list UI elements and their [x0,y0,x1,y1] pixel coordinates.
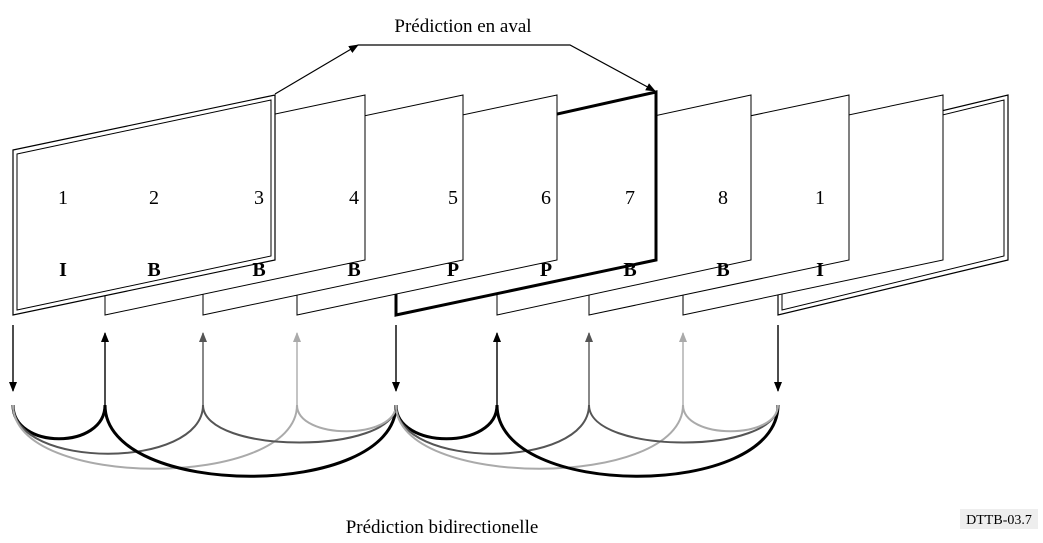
frame-5-number: 5 [448,187,458,209]
frame-6-type: P [540,259,552,281]
forward-arrow-from-i-frame [274,44,359,95]
curve-1-to-4 [12,404,298,470]
frame-3-type: B [252,259,265,281]
figure-ref-label: DTTB-03.7 [966,513,1032,528]
forward-prediction-arrows [274,44,656,95]
forward-arrow-to-p-frame [358,44,656,92]
frame-2-type: B [147,259,160,281]
frame-7-type: B [623,259,636,281]
vertical-arrows [9,325,782,405]
frame-9-type: I [816,259,824,281]
frame-7-number: 7 [625,187,635,209]
frame-1-type: I [59,259,67,281]
frame-3-number: 3 [254,187,264,209]
frame-1-number: 1 [58,187,68,209]
curve-5-to-3 [202,404,397,444]
frame-4-number: 4 [349,187,359,209]
bidirectional-prediction-curves [11,404,780,478]
frame-8-type: B [716,259,729,281]
curve-5-to-8 [395,404,684,470]
frame-stack [12,90,1009,317]
curve-9-to-6 [495,404,780,478]
frame-labels: 1 I 2 B 3 B 4 B 5 P 6 P 7 B 8 B 1 I [58,187,825,281]
frame-6-number: 6 [541,187,551,209]
curve-5-to-4 [296,404,397,433]
forward-prediction-label: Prédiction en aval [394,16,531,37]
frame-9-number: 1 [815,187,825,209]
figure-ref-background [960,509,1038,529]
curve-5-to-7 [395,404,590,455]
curve-9-to-8 [682,404,779,433]
frame-1-shape [12,94,276,316]
bidirectional-prediction-label: Prédiction bidirectionelle [346,517,539,538]
curve-1-to-3 [12,404,204,455]
frame-5-type: P [447,259,459,281]
curve-5-to-2 [103,404,398,478]
frame-8-number: 8 [718,187,728,209]
frame-4-type: B [347,259,360,281]
frame-2-number: 2 [149,187,159,209]
